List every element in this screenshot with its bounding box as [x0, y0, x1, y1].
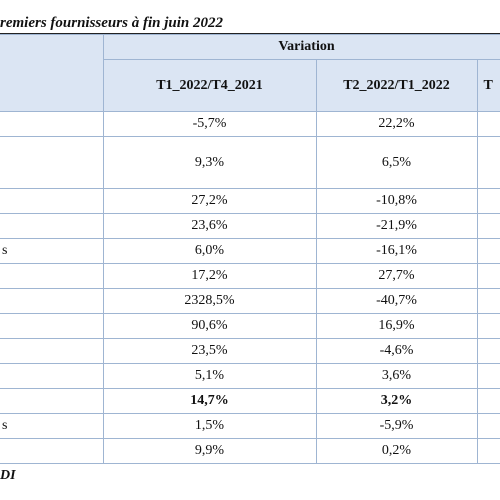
cell-t1-t4: 1,5% — [102, 413, 317, 439]
cell-t2-t1: -40,7% — [315, 288, 478, 314]
cell-t1-t4: 6,0% — [102, 238, 317, 264]
cell-t2-t1: -4,6% — [315, 338, 478, 364]
table-title: remiers fournisseurs à fin juin 2022 — [0, 15, 223, 31]
row-label — [0, 338, 104, 364]
cell-partial — [476, 263, 500, 289]
table-row: 9,3% 6,5% — [0, 136, 500, 189]
table-row: 5,1% 3,6% — [0, 363, 500, 389]
top-rule — [0, 33, 500, 34]
cell-t2-t1: -21,9% — [315, 213, 478, 239]
cell-partial — [476, 388, 500, 414]
cell-t2-t1: -5,9% — [315, 413, 478, 439]
cell-partial — [476, 238, 500, 264]
cell-t2-t1: 6,5% — [315, 136, 478, 189]
cell-t1-t4: 14,7% — [102, 388, 317, 414]
table-row: -5,7% 22,2% — [0, 111, 500, 137]
table-row: 23,6% -21,9% — [0, 213, 500, 239]
cell-t1-t4: 90,6% — [102, 313, 317, 339]
cell-partial — [476, 111, 500, 137]
table-row: 2328,5% -40,7% — [0, 288, 500, 314]
row-label — [0, 111, 104, 137]
col-header-t2-t1: T2_2022/T1_2022 — [315, 59, 478, 112]
cell-t1-t4: 23,5% — [102, 338, 317, 364]
cell-partial — [476, 213, 500, 239]
row-label — [0, 388, 104, 414]
cell-t2-t1: 22,2% — [315, 111, 478, 137]
cell-t2-t1: -16,1% — [315, 238, 478, 264]
row-label: s — [0, 413, 104, 439]
header-label-cell — [0, 34, 104, 112]
table-row: 17,2% 27,7% — [0, 263, 500, 289]
cell-t2-t1: 3,6% — [315, 363, 478, 389]
cell-t2-t1: 0,2% — [315, 438, 478, 464]
table-row: 9,9% 0,2% — [0, 438, 500, 464]
cell-partial — [476, 363, 500, 389]
table-row: s 1,5% -5,9% — [0, 413, 500, 439]
table-row: s 6,0% -16,1% — [0, 238, 500, 264]
cell-t2-t1: 3,2% — [315, 388, 478, 414]
cell-t2-t1: -10,8% — [315, 188, 478, 214]
row-label — [0, 438, 104, 464]
row-label — [0, 188, 104, 214]
row-label — [0, 263, 104, 289]
col-header-partial: T — [476, 59, 500, 112]
cell-t1-t4: -5,7% — [102, 111, 317, 137]
cell-t2-t1: 27,7% — [315, 263, 478, 289]
col-header-t1-t4: T1_2022/T4_2021 — [102, 59, 317, 112]
cell-partial — [476, 313, 500, 339]
cell-t1-t4: 17,2% — [102, 263, 317, 289]
row-label — [0, 288, 104, 314]
row-label — [0, 136, 104, 189]
cell-t1-t4: 9,9% — [102, 438, 317, 464]
source-footnote: DI — [0, 468, 16, 483]
table-row: 27,2% -10,8% — [0, 188, 500, 214]
row-label — [0, 213, 104, 239]
cell-t1-t4: 23,6% — [102, 213, 317, 239]
row-label — [0, 363, 104, 389]
header-row-columns: T1_2022/T4_2021 T2_2022/T1_2022 T — [0, 59, 500, 112]
variation-group-header: Variation — [102, 34, 500, 60]
row-label — [0, 313, 104, 339]
cell-t2-t1: 16,9% — [315, 313, 478, 339]
cell-t1-t4: 2328,5% — [102, 288, 317, 314]
header-row-group: Variation — [0, 34, 500, 112]
cell-partial — [476, 136, 500, 189]
cell-t1-t4: 27,2% — [102, 188, 317, 214]
row-label: s — [0, 238, 104, 264]
cell-partial — [476, 438, 500, 464]
cell-partial — [476, 288, 500, 314]
cell-partial — [476, 188, 500, 214]
cell-t1-t4: 9,3% — [102, 136, 317, 189]
table-row-total: 14,7% 3,2% — [0, 388, 500, 414]
table-row: 23,5% -4,6% — [0, 338, 500, 364]
cell-t1-t4: 5,1% — [102, 363, 317, 389]
supplier-variation-table: Variation T1_2022/T4_2021 T2_2022/T1_202… — [0, 34, 500, 464]
cell-partial — [476, 338, 500, 364]
table-row: 90,6% 16,9% — [0, 313, 500, 339]
cell-partial — [476, 413, 500, 439]
